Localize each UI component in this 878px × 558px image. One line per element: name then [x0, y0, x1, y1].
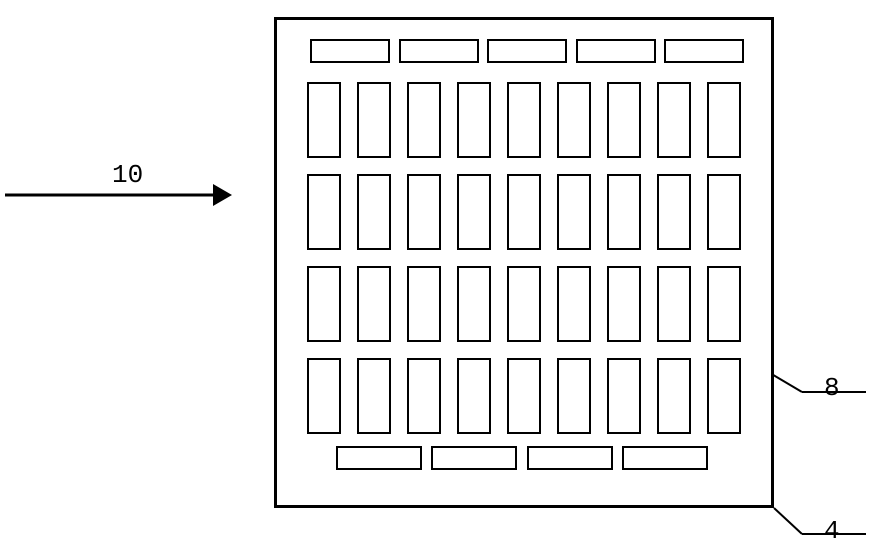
grid-slot-r0-c8 [707, 82, 741, 158]
grid-slot-r3-c5 [557, 358, 591, 434]
grid-slot-r3-c1 [357, 358, 391, 434]
grid-slot-r3-c2 [407, 358, 441, 434]
grid-slot-r1-c7 [657, 174, 691, 250]
grid-slot-r1-c6 [607, 174, 641, 250]
grid-slot-r2-c8 [707, 266, 741, 342]
bottom-slot-2 [527, 446, 613, 470]
grid-slot-r2-c3 [457, 266, 491, 342]
grid-slot-r1-c3 [457, 174, 491, 250]
grid-slot-r0-c2 [407, 82, 441, 158]
grid-slot-r2-c6 [607, 266, 641, 342]
grid-slot-r3-c0 [307, 358, 341, 434]
grid-slot-r3-c7 [657, 358, 691, 434]
grid-slot-r1-c5 [557, 174, 591, 250]
grid-slot-r0-c4 [507, 82, 541, 158]
grid-slot-r0-c7 [657, 82, 691, 158]
grid-slot-r1-c2 [407, 174, 441, 250]
grid-slot-r0-c5 [557, 82, 591, 158]
top-slot-4 [664, 39, 744, 63]
grid-slot-r2-c5 [557, 266, 591, 342]
top-slot-1 [399, 39, 479, 63]
grid-slot-r2-c4 [507, 266, 541, 342]
grid-slot-r2-c2 [407, 266, 441, 342]
top-slot-0 [310, 39, 390, 63]
grid-slot-r0-c3 [457, 82, 491, 158]
grid-slot-r3-c6 [607, 358, 641, 434]
top-slot-3 [576, 39, 656, 63]
grid-slot-r1-c0 [307, 174, 341, 250]
grid-slot-r2-c0 [307, 266, 341, 342]
grid-slot-r0-c1 [357, 82, 391, 158]
grid-slot-r1-c4 [507, 174, 541, 250]
bottom-slot-0 [336, 446, 422, 470]
grid-slot-r3-c4 [507, 358, 541, 434]
grid-slot-r0-c0 [307, 82, 341, 158]
bottom-slot-3 [622, 446, 708, 470]
diagram-stage: 10 8 4 [0, 0, 878, 558]
grid-slot-r2-c7 [657, 266, 691, 342]
grid-slot-r2-c1 [357, 266, 391, 342]
bottom-slot-1 [431, 446, 517, 470]
grid-slot-r0-c6 [607, 82, 641, 158]
grid-slot-r3-c3 [457, 358, 491, 434]
grid-slot-r1-c8 [707, 174, 741, 250]
grid-slot-r3-c8 [707, 358, 741, 434]
top-slot-2 [487, 39, 567, 63]
grid-slot-r1-c1 [357, 174, 391, 250]
